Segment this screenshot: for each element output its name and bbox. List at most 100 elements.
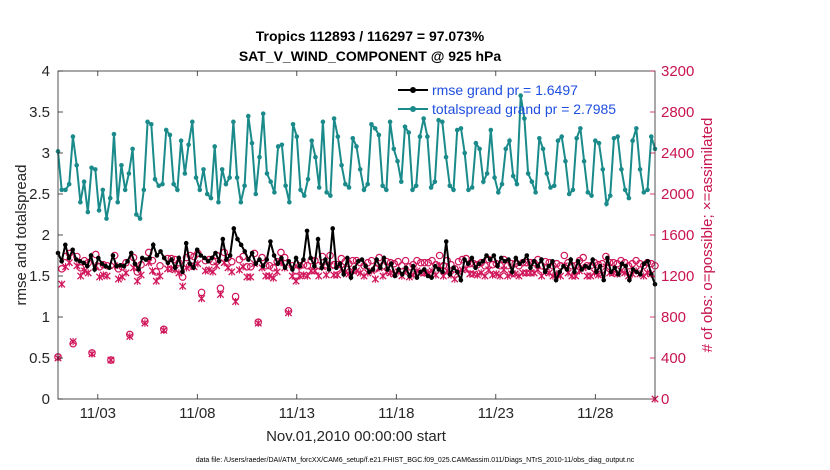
- rmse-point: [616, 272, 621, 277]
- legend-spread-marker: [410, 106, 416, 112]
- totalspread-point: [372, 126, 378, 131]
- totalspread-point: [163, 127, 169, 133]
- totalspread-point: [301, 193, 307, 198]
- totalspread-point: [186, 142, 191, 148]
- totalspread-point: [223, 181, 229, 187]
- totalspread-point: [406, 130, 412, 135]
- totalspread-point: [190, 119, 195, 125]
- obs-assimilated-point: [209, 268, 217, 276]
- totalspread-point: [611, 135, 617, 141]
- totalspread-point: [137, 216, 143, 221]
- rmse-point: [158, 249, 163, 254]
- rmse-point: [227, 253, 233, 258]
- rmse-point: [568, 257, 574, 262]
- obs-assimilated-point: [254, 319, 262, 327]
- totalspread-point: [245, 113, 251, 119]
- rmse-point: [293, 255, 299, 261]
- rmse-point: [542, 269, 548, 275]
- rmse-point: [601, 277, 607, 283]
- obs-possible-point: [447, 260, 455, 269]
- obs-assimilated-point: [269, 274, 278, 282]
- totalspread-point: [216, 199, 221, 205]
- totalspread-point: [380, 183, 385, 189]
- y2-axis-label: # of obs: o=possible; ×=assimilated: [699, 118, 716, 353]
- totalspread-point: [115, 199, 120, 205]
- totalspread-point: [231, 119, 236, 125]
- rmse-point: [268, 239, 273, 244]
- totalspread-point: [637, 167, 643, 172]
- totalspread-point: [148, 122, 154, 127]
- rmse-point: [608, 269, 614, 275]
- rmse-point: [388, 261, 394, 267]
- totalspread-point: [384, 187, 389, 193]
- obs-assimilated-point: [69, 337, 77, 346]
- totalspread-point: [473, 140, 479, 146]
- totalspread-point: [548, 185, 553, 190]
- obs-assimilated-point: [303, 272, 312, 280]
- rmse-point: [110, 253, 116, 258]
- rmse-point: [117, 263, 123, 268]
- rmse-point: [418, 269, 423, 275]
- totalspread-point: [615, 134, 620, 139]
- y-tick-label: 1: [42, 309, 50, 326]
- obs-assimilated-point: [182, 264, 191, 272]
- obs-assimilated-point: [156, 272, 164, 280]
- footer-file-path: data file: /Users/raeder/DAI/ATM_forcXX/…: [196, 457, 635, 464]
- obs-assimilated-point: [228, 268, 236, 276]
- obs-possible-point: [277, 248, 285, 257]
- totalspread-point: [555, 138, 561, 143]
- totalspread-point: [563, 158, 568, 164]
- rmse-point: [535, 263, 541, 269]
- obs-assimilated-point: [288, 272, 296, 280]
- totalspread-point: [331, 116, 337, 121]
- rmse-point: [187, 261, 193, 267]
- totalspread-point: [208, 195, 214, 201]
- obs-assimilated-point: [73, 262, 81, 270]
- totalspread-point: [443, 154, 449, 160]
- rmse-point: [92, 267, 97, 272]
- totalspread-point: [354, 144, 359, 149]
- rmse-point: [150, 242, 156, 248]
- rmse-point: [469, 255, 475, 261]
- rmse-point: [561, 263, 566, 269]
- rmse-point: [345, 255, 350, 261]
- y2-axis-ticks: 0 400 800 1200 1600 2000 2400 2800 3200: [650, 63, 694, 408]
- obs-assimilated-point: [492, 270, 500, 278]
- rmse-point: [520, 258, 526, 264]
- rmse-point: [242, 249, 248, 254]
- totalspread-point: [171, 181, 176, 187]
- rmse-point: [59, 258, 64, 264]
- obs-assimilated-point: [148, 267, 157, 275]
- rmse-point: [264, 257, 270, 262]
- totalspread-point: [197, 187, 203, 193]
- rmse-point: [575, 258, 581, 264]
- rmse-point: [304, 228, 310, 234]
- rmse-point: [498, 255, 504, 261]
- rmse-point: [524, 253, 530, 258]
- rmse-point: [301, 257, 306, 262]
- rmse-point: [403, 265, 409, 271]
- y-tick-label: 4: [42, 63, 50, 80]
- rmse-point: [385, 267, 390, 272]
- totalspread-point: [178, 138, 184, 143]
- rmse-point: [440, 269, 445, 275]
- totalspread-point: [495, 190, 501, 195]
- totalspread-point: [298, 187, 303, 193]
- rmse-point: [180, 269, 185, 275]
- totalspread-point: [641, 190, 647, 195]
- totalspread-point: [59, 187, 65, 193]
- totalspread-point: [234, 175, 240, 180]
- obs-assimilated-point: [205, 266, 213, 274]
- y2-tick-label: 2800: [661, 104, 694, 121]
- rmse-point: [205, 258, 211, 264]
- totalspread-point: [484, 171, 490, 176]
- rmse-point: [147, 255, 152, 261]
- rmse-point: [634, 269, 639, 275]
- rmse-point: [619, 261, 625, 267]
- totalspread-point: [458, 126, 464, 131]
- totalspread-point: [89, 165, 94, 171]
- rmse-point: [282, 265, 288, 271]
- rmse-point: [594, 269, 599, 275]
- obs-assimilated-point: [473, 271, 482, 279]
